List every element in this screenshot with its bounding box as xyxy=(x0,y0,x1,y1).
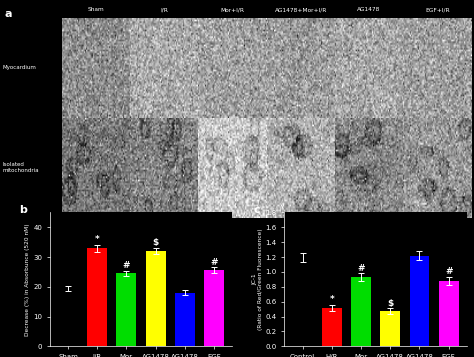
Text: AG1478: AG1478 xyxy=(357,7,381,12)
Bar xyxy=(87,248,107,346)
Text: $: $ xyxy=(153,238,159,247)
Bar xyxy=(117,273,137,346)
Text: I/R: I/R xyxy=(160,7,168,12)
Bar xyxy=(439,281,459,346)
Text: $: $ xyxy=(387,298,393,308)
Bar xyxy=(292,257,312,346)
Text: *: * xyxy=(329,295,334,304)
Text: Isolated
mitochondria: Isolated mitochondria xyxy=(2,162,39,173)
Bar xyxy=(146,251,165,346)
Bar xyxy=(322,308,342,346)
Text: AG1478+Mor+I/R: AG1478+Mor+I/R xyxy=(274,7,327,12)
Bar xyxy=(410,256,429,346)
Bar xyxy=(58,288,78,346)
Y-axis label: JC-1
(Ratio of Red/Green Fluorescence): JC-1 (Ratio of Red/Green Fluorescence) xyxy=(252,228,263,330)
Bar xyxy=(380,311,400,346)
Bar xyxy=(175,293,195,346)
Bar xyxy=(204,271,224,346)
Text: #: # xyxy=(210,257,218,267)
Text: #: # xyxy=(123,261,130,270)
Text: c: c xyxy=(254,205,260,215)
Text: *: * xyxy=(95,235,100,243)
Text: EGF+I/R: EGF+I/R xyxy=(425,7,450,12)
Text: a: a xyxy=(5,9,12,19)
Text: Mor+I/R: Mor+I/R xyxy=(220,7,245,12)
Text: #: # xyxy=(445,267,452,276)
Text: #: # xyxy=(357,264,365,273)
Text: Myocardium: Myocardium xyxy=(2,65,36,70)
Text: Sham: Sham xyxy=(87,7,104,12)
Text: b: b xyxy=(19,205,27,215)
Y-axis label: Decrease (%) in Absorbunce (520 nM): Decrease (%) in Absorbunce (520 nM) xyxy=(25,223,30,336)
Bar xyxy=(351,277,371,346)
